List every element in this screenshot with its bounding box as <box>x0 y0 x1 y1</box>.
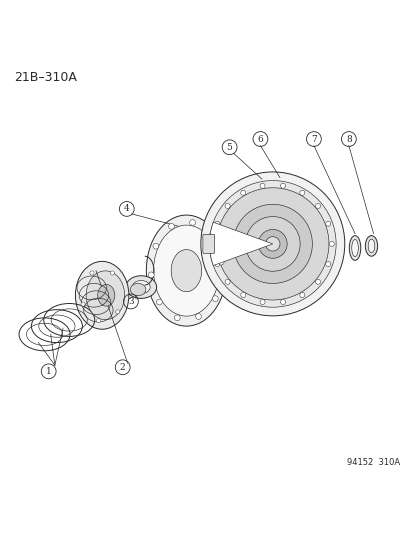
Ellipse shape <box>86 271 124 320</box>
Text: 2: 2 <box>120 363 125 372</box>
Ellipse shape <box>126 276 156 298</box>
Ellipse shape <box>153 225 219 316</box>
Circle shape <box>96 319 100 323</box>
Circle shape <box>280 183 285 188</box>
Circle shape <box>259 300 264 304</box>
Circle shape <box>258 230 287 259</box>
FancyBboxPatch shape <box>202 235 214 253</box>
Circle shape <box>214 221 219 226</box>
Circle shape <box>315 279 320 284</box>
Circle shape <box>233 204 312 284</box>
Circle shape <box>265 237 279 251</box>
Circle shape <box>90 271 94 275</box>
Circle shape <box>168 223 174 229</box>
Ellipse shape <box>75 261 128 329</box>
Text: 4: 4 <box>123 205 129 213</box>
Circle shape <box>174 315 180 321</box>
Circle shape <box>299 190 304 195</box>
Circle shape <box>315 204 320 208</box>
Text: 3: 3 <box>128 297 133 306</box>
Ellipse shape <box>364 236 377 256</box>
Circle shape <box>280 300 285 304</box>
Ellipse shape <box>171 249 201 292</box>
Circle shape <box>200 172 344 316</box>
Wedge shape <box>209 222 272 265</box>
Circle shape <box>115 310 119 314</box>
Text: 6: 6 <box>257 134 263 143</box>
Circle shape <box>209 181 335 307</box>
Circle shape <box>195 313 201 319</box>
Circle shape <box>110 271 114 275</box>
Ellipse shape <box>97 285 114 306</box>
Text: 94152  310A: 94152 310A <box>347 458 399 467</box>
Circle shape <box>153 243 158 249</box>
Text: 1: 1 <box>46 367 52 376</box>
Ellipse shape <box>130 284 145 296</box>
Circle shape <box>299 293 304 297</box>
Ellipse shape <box>146 215 226 326</box>
Circle shape <box>148 272 154 278</box>
Circle shape <box>156 299 162 305</box>
Circle shape <box>325 221 330 226</box>
Text: 7: 7 <box>310 134 316 143</box>
Circle shape <box>216 188 328 300</box>
Circle shape <box>259 183 264 188</box>
Ellipse shape <box>349 236 360 260</box>
Circle shape <box>211 241 216 246</box>
Text: 8: 8 <box>345 134 351 143</box>
Ellipse shape <box>351 239 358 256</box>
Text: 5: 5 <box>226 143 232 152</box>
Ellipse shape <box>132 280 150 294</box>
Circle shape <box>218 259 223 265</box>
Circle shape <box>81 302 85 306</box>
Circle shape <box>212 296 218 302</box>
Circle shape <box>208 233 214 239</box>
Circle shape <box>328 241 334 246</box>
Circle shape <box>189 220 195 225</box>
Circle shape <box>240 190 245 195</box>
Circle shape <box>225 204 230 208</box>
Circle shape <box>225 279 230 284</box>
Circle shape <box>245 216 299 271</box>
Circle shape <box>214 262 219 266</box>
Text: 21B–310A: 21B–310A <box>14 71 76 84</box>
Ellipse shape <box>367 239 374 253</box>
Circle shape <box>325 262 330 266</box>
Circle shape <box>240 293 245 297</box>
